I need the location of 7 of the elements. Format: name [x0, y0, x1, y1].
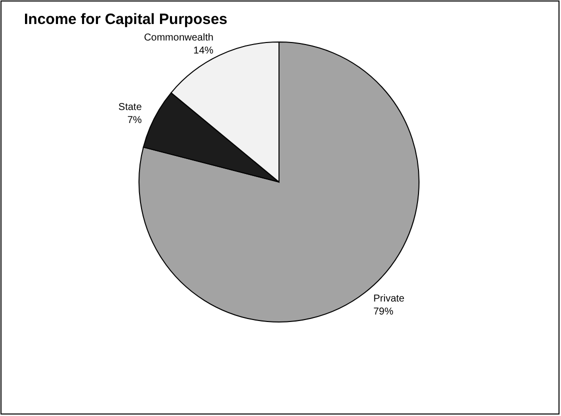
slice-label: State [118, 102, 142, 114]
chart-title: Income for Capital Purposes [24, 11, 228, 28]
data-label: 14% [193, 46, 214, 57]
data-label: 7% [127, 115, 142, 126]
slice-label: Private [373, 294, 405, 305]
data-label: 79% [373, 306, 394, 318]
slice-label: Commonwealth [144, 32, 214, 44]
